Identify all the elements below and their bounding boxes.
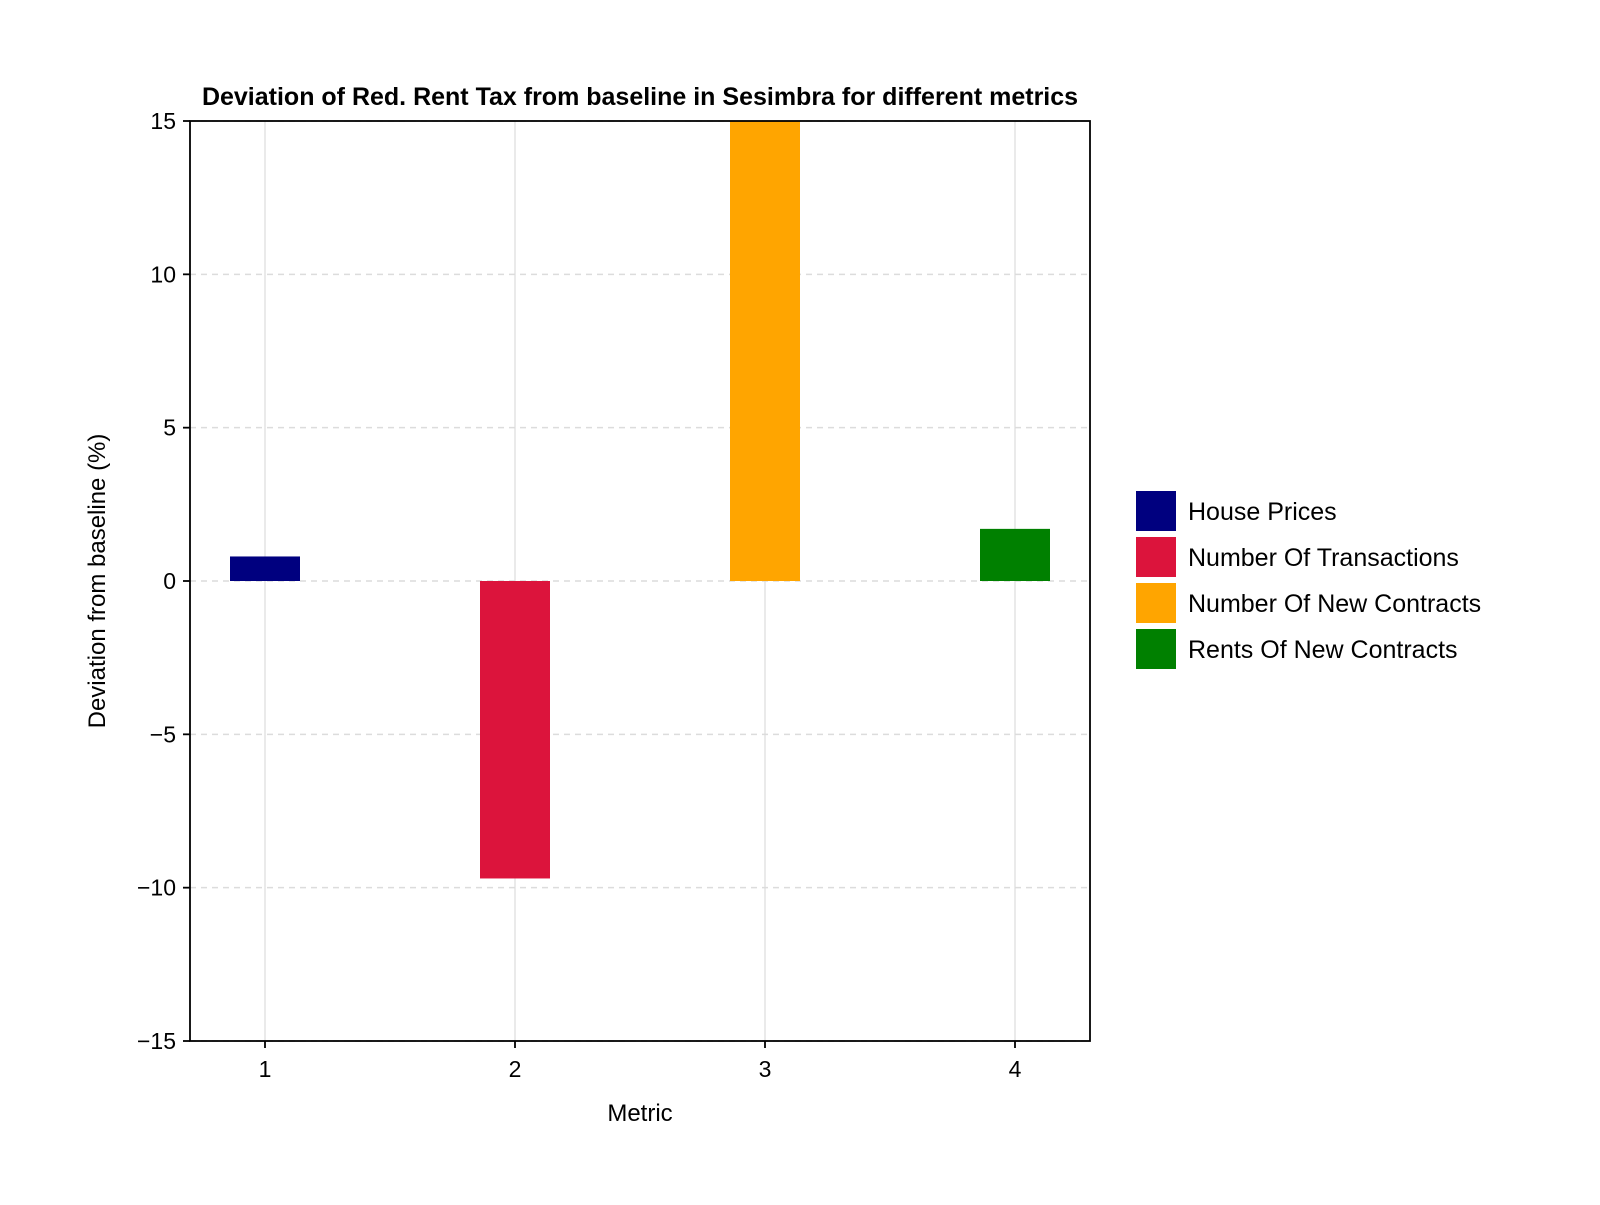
legend-label-4: Rents Of New Contracts — [1188, 636, 1458, 664]
bar-1 — [230, 556, 300, 581]
y-tick-label: 0 — [163, 568, 176, 594]
bar-2 — [480, 581, 550, 879]
x-tick-label: 3 — [759, 1056, 772, 1082]
x-tick-label: 2 — [509, 1056, 522, 1082]
legend-swatch-4 — [1136, 629, 1176, 669]
y-tick-label: −15 — [137, 1028, 176, 1054]
legend-label-3: Number Of New Contracts — [1188, 590, 1481, 618]
grid-lines — [190, 120, 1090, 1042]
legend: House Prices Number Of Transactions Number… — [1136, 491, 1481, 669]
x-tick-label: 4 — [1009, 1056, 1022, 1082]
x-tick-label: 1 — [259, 1056, 272, 1082]
legend-swatch-3 — [1136, 583, 1176, 623]
y-axis-label: Deviation from baseline (%) — [84, 434, 111, 729]
axis-ticks: −15 −10 −5 0 5 10 15 1 2 3 4 — [137, 108, 1022, 1082]
y-tick-label: 10 — [150, 261, 176, 287]
y-tick-label: −5 — [150, 721, 176, 747]
bars — [230, 121, 1050, 879]
legend-swatch-2 — [1136, 537, 1176, 577]
legend-label-2: Number Of Transactions — [1188, 544, 1459, 572]
legend-swatch-1 — [1136, 491, 1176, 531]
y-tick-label: 5 — [163, 415, 176, 441]
chart-title: Deviation of Red. Rent Tax from baseline… — [202, 83, 1078, 111]
legend-label-1: House Prices — [1188, 498, 1337, 526]
bar-4 — [980, 528, 1050, 581]
y-tick-label: −10 — [137, 875, 176, 901]
bar-3 — [730, 121, 800, 581]
y-tick-label: 15 — [150, 108, 176, 134]
x-axis-label: Metric — [607, 1100, 672, 1127]
